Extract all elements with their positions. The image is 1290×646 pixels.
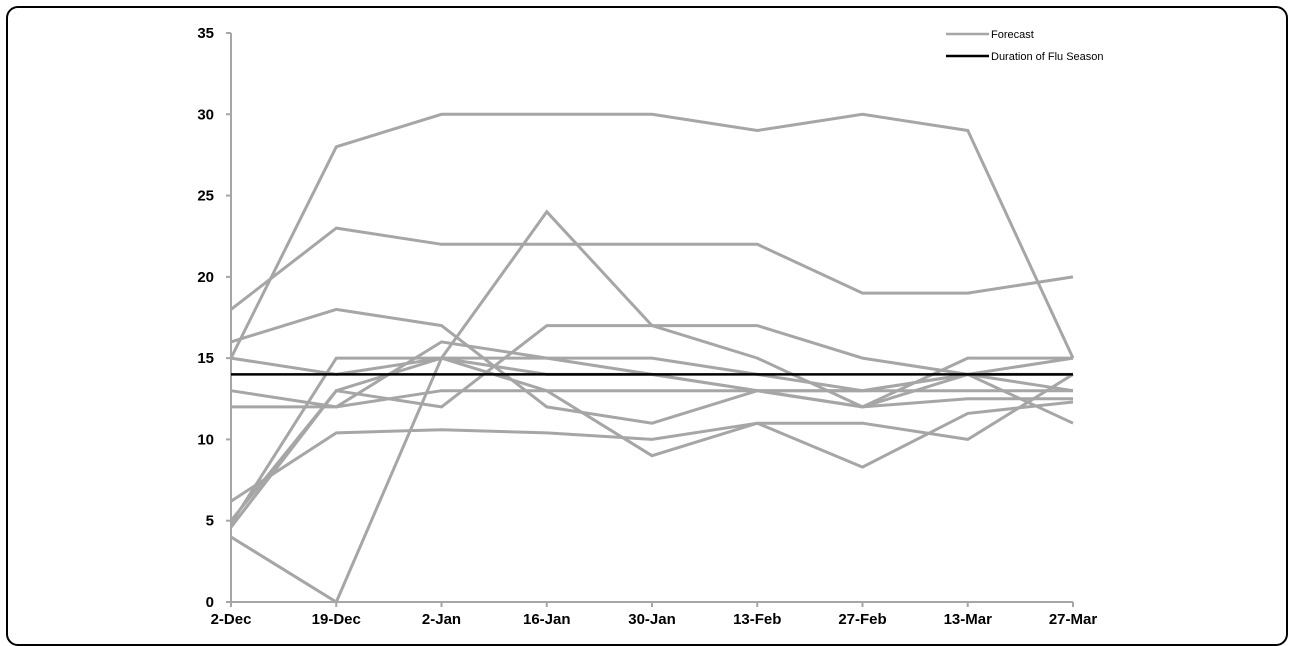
forecast-series-line-8 xyxy=(229,324,1074,522)
x-tick-label: 19-Dec xyxy=(312,611,361,626)
x-tick-label: 27-Mar xyxy=(1049,611,1098,626)
y-tick-label: 35 xyxy=(197,25,214,42)
x-tick-label: 30-Jan xyxy=(628,611,676,626)
x-tick-label: 2-Jan xyxy=(422,611,461,626)
x-tick-label: 16-Jan xyxy=(523,611,571,626)
legend-label-duration: Duration of Flu Season xyxy=(991,51,1104,63)
forecast-series-line-9 xyxy=(230,373,1074,503)
forecast-series-line-1 xyxy=(229,112,1075,359)
x-tick-label: 13-Mar xyxy=(944,611,993,626)
x-tick-label: 27-Feb xyxy=(838,611,886,626)
y-tick-label: 10 xyxy=(197,431,214,448)
x-tick-label: 2-Dec xyxy=(211,611,252,626)
x-tick-label: 13-Feb xyxy=(733,611,781,626)
chart-series xyxy=(229,112,1075,605)
chart-axes: 0 5 10 15 20 25 30 35 2-Dec 19-Dec 2-Jan 16-Jan 30-J… xyxy=(197,25,1097,626)
y-tick-label: 5 xyxy=(206,513,214,530)
forecast-series-line-4 xyxy=(230,356,1074,425)
forecast-series-line-11 xyxy=(229,356,1073,529)
forecast-series-line-2 xyxy=(230,226,1074,311)
forecast-series-line-10 xyxy=(229,356,1074,525)
y-tick-label: 15 xyxy=(197,350,214,367)
line-chart: 0 5 10 15 20 25 30 35 2-Dec 19-Dec 2-Jan 16-Jan 30-J… xyxy=(197,25,1104,626)
y-tick-label: 25 xyxy=(197,188,214,205)
chart-legend: Forecast Duration of Flu Season xyxy=(946,29,1104,63)
y-tick-label: 20 xyxy=(197,269,214,286)
y-tick-label: 0 xyxy=(206,594,214,611)
forecast-series-line-6 xyxy=(231,389,1073,409)
forecast-series-line-7 xyxy=(230,209,1073,605)
y-tick-label: 30 xyxy=(197,106,214,123)
legend-label-forecast: Forecast xyxy=(991,29,1034,41)
